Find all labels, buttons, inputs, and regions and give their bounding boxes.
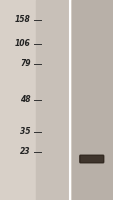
Text: 106: 106 bbox=[15, 40, 31, 48]
Text: 23: 23 bbox=[20, 148, 31, 156]
Text: 48: 48 bbox=[20, 96, 31, 104]
Text: 158: 158 bbox=[15, 16, 31, 24]
FancyBboxPatch shape bbox=[79, 155, 103, 163]
Bar bbox=[71, 0, 111, 200]
Text: 35: 35 bbox=[20, 128, 31, 136]
Text: 79: 79 bbox=[20, 60, 31, 68]
Bar bbox=[36, 0, 68, 200]
